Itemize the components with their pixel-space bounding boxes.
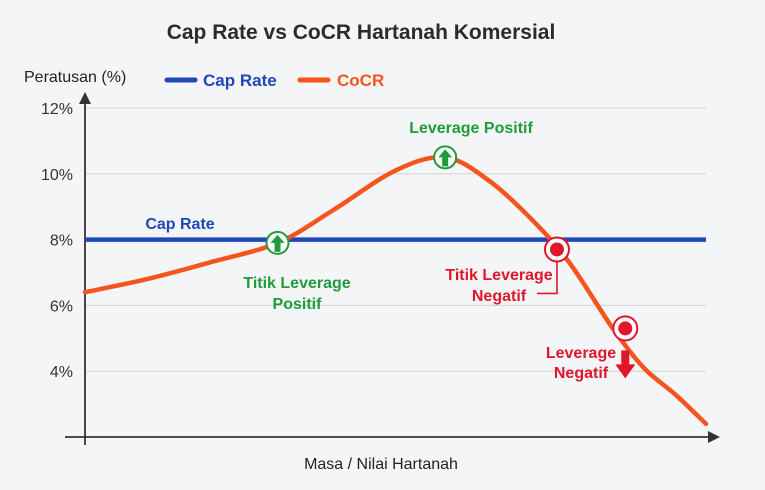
annotation-positive-leverage-point: Titik Leverage Positif — [243, 230, 351, 313]
y-tick-label-8: 8% — [50, 233, 73, 250]
annotations: Titik Leverage Positif Leverage Positif Tit… — [243, 120, 639, 382]
annotation-text-negative-leverage-low-1: Negatif — [554, 365, 609, 382]
y-axis-label: Peratusan (%) — [24, 69, 126, 86]
axes — [65, 92, 720, 445]
x-axis-label: Masa / Nilai Hartanah — [304, 456, 458, 473]
y-ticks: 4% 6% 8% 10% 12% — [41, 101, 73, 381]
y-axis-arrow — [79, 92, 91, 104]
legend-label-cocr: CoCR — [337, 71, 384, 90]
annotation-text-positive-leverage-point-0: Titik Leverage — [243, 275, 350, 292]
annotation-positive-leverage-peak: Leverage Positif — [409, 120, 533, 170]
marker-dot-negative-leverage-low — [618, 321, 633, 336]
legend: Cap Rate CoCR — [164, 71, 384, 90]
annotation-text-positive-leverage-point-1: Positif — [273, 296, 323, 313]
x-axis-arrow — [708, 431, 720, 443]
y-tick-label-6: 6% — [50, 298, 73, 315]
annotation-text-negative-leverage-low-0: Leverage — [546, 345, 616, 362]
y-tick-label-12: 12% — [41, 101, 73, 118]
up-arrow-icon — [438, 149, 453, 167]
annotation-text-negative-leverage-point-1: Negatif — [472, 288, 527, 305]
leader-line-negative-leverage-point — [536, 261, 558, 295]
annotation-text-positive-leverage-peak-0: Leverage Positif — [409, 120, 533, 137]
series-line-cocr — [82, 154, 709, 427]
up-arrow-icon — [270, 234, 285, 252]
cap-rate-line-label: Cap Rate — [145, 216, 214, 233]
annotation-text-negative-leverage-point-0: Titik Leverage — [445, 267, 552, 284]
chart-title: Cap Rate vs CoCR Hartanah Komersial — [167, 21, 556, 44]
y-tick-label-10: 10% — [41, 167, 73, 184]
down-arrow-icon — [615, 350, 636, 379]
series-layer — [82, 154, 709, 427]
annotation-negative-leverage-point: Titik Leverage Negatif — [445, 236, 570, 305]
annotation-negative-leverage-low: Leverage Negatif — [546, 315, 639, 382]
legend-label-cap-rate: Cap Rate — [203, 71, 277, 90]
marker-dot-negative-leverage-point — [549, 242, 564, 257]
y-tick-label-4: 4% — [50, 364, 73, 381]
